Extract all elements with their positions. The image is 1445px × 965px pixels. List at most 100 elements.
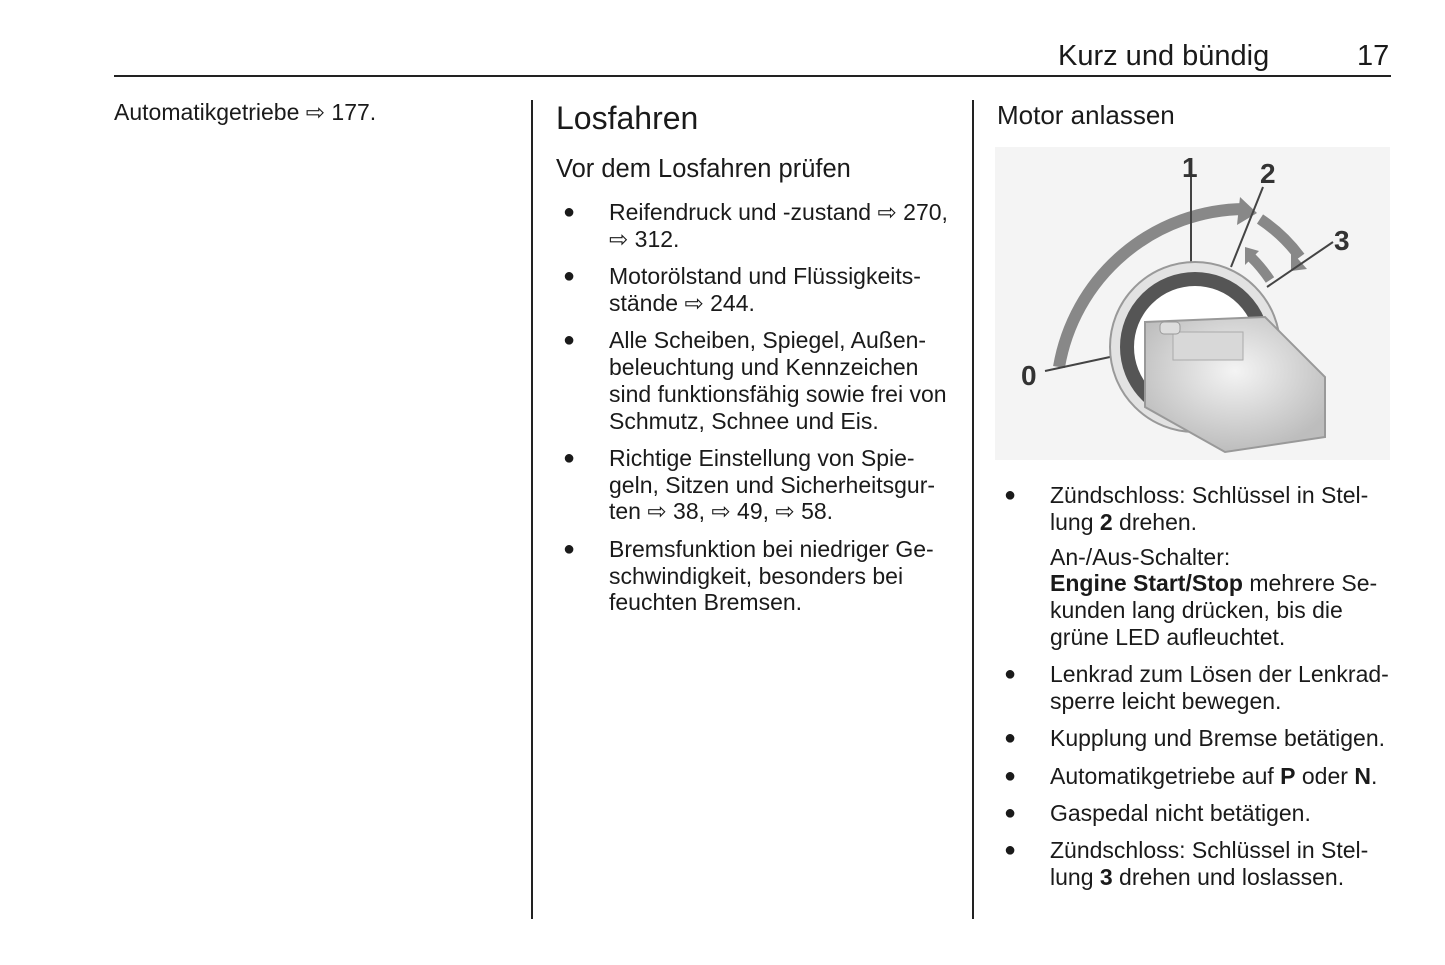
bullet-icon: ● <box>563 201 576 223</box>
text-segment: grüne LED aufleuchtet. <box>1050 623 1286 650</box>
emphasized-text: 2 <box>1099 508 1113 535</box>
page-number: 17 <box>1357 40 1390 72</box>
text-segment: drehen. <box>1112 508 1198 535</box>
text-segment: Motorölstand und Flüssigkeits- <box>609 263 921 290</box>
running-header-title: Kurz und bündig <box>1058 40 1270 72</box>
text-segment: ten ⇨ 38, ⇨ 49, ⇨ 58. <box>609 498 834 525</box>
text-segment: oder <box>1295 762 1355 789</box>
list-item: ● Gaspedal nicht betätigen. <box>1004 800 1389 827</box>
text-segment: Zündschloss: Schlüssel in Stel- <box>1050 837 1369 864</box>
text-line: Lenkrad zum Lösen der Lenkrad- <box>1050 661 1389 688</box>
list-item: ● Lenkrad zum Lösen der Lenkrad-sperre le… <box>1004 661 1389 715</box>
text-segment: Lenkrad zum Lösen der Lenkrad- <box>1050 661 1389 688</box>
text-line: ten ⇨ 38, ⇨ 49, ⇨ 58. <box>609 498 948 525</box>
list-item: ● Bremsfunktion bei niedriger Ge-schwindi… <box>563 536 948 616</box>
text-segment: mehrere Se- <box>1242 570 1378 597</box>
text-line: sind funktionsfähig sowie frei von <box>609 381 948 408</box>
bullet-icon: ● <box>1004 839 1017 862</box>
text-line: grüne LED aufleuchtet. <box>1050 624 1389 651</box>
text-line: lung 2 drehen. <box>1050 509 1389 536</box>
bullet-icon: ● <box>563 537 576 560</box>
text-line: lung 3 drehen und loslassen. <box>1050 864 1389 891</box>
text-segment: Alle Scheiben, Spiegel, Außen- <box>609 327 927 354</box>
text-segment: ⇨ 312. <box>609 225 680 252</box>
text-segment: Bremsfunktion bei niedriger Ge- <box>609 535 934 562</box>
position-label-0: 0 <box>1021 360 1037 391</box>
text-line: Bremsfunktion bei niedriger Ge- <box>609 536 948 563</box>
text-line: geln, Sitzen und Sicherheitsgur- <box>609 472 948 499</box>
bullet-icon: ● <box>1004 663 1017 686</box>
text-segment: sind funktionsfähig sowie frei von <box>609 380 947 407</box>
column-divider <box>531 100 533 919</box>
section-title-engine-start: Motor anlassen <box>997 100 1175 130</box>
engine-start-steps: ● Zündschloss: Schlüssel in Stel-lung 2 d… <box>1004 482 1389 901</box>
bullet-icon: ● <box>1004 801 1017 824</box>
checklist: ● Reifendruck und -zustand ⇨ 270, ⇨ 312. ● M… <box>563 199 948 627</box>
bullet-icon: ● <box>1004 484 1017 506</box>
emphasized-text: 3 <box>1099 864 1113 891</box>
section-title: Losfahren <box>556 100 699 136</box>
bullet-icon: ● <box>1004 727 1017 750</box>
text-line: Automatikgetriebe auf P oder N. <box>1050 763 1389 790</box>
text-line: Alle Scheiben, Spiegel, Außen- <box>609 327 948 354</box>
text-segment: geln, Sitzen und Sicherheitsgur- <box>609 471 936 498</box>
text-line: sperre leicht bewegen. <box>1050 688 1389 715</box>
position-label-3: 3 <box>1334 225 1350 256</box>
text-line: feuchten Bremsen. <box>609 589 948 616</box>
emphasized-text: N <box>1354 762 1371 789</box>
list-item: ● Automatikgetriebe auf P oder N. <box>1004 763 1389 790</box>
text-segment: Schmutz, Schnee und Eis. <box>609 407 879 434</box>
text-line: An-/Aus-Schalter: <box>1050 544 1389 571</box>
bullet-icon: ● <box>1004 764 1017 787</box>
text-segment: An-/Aus-Schalter: <box>1050 543 1231 570</box>
text-line: schwindigkeit, besonders bei <box>609 563 948 590</box>
text-segment: feuchten Bremsen. <box>609 589 803 616</box>
text-segment: Zündschloss: Schlüssel in Stel- <box>1050 482 1369 508</box>
text-line: Kupplung und Bremse betätigen. <box>1050 725 1389 752</box>
text-segment: drehen und loslassen. <box>1112 864 1345 891</box>
subsection-title: Vor dem Losfahren prüfen <box>556 155 851 183</box>
ignition-key-illustration: 1 2 3 0 <box>995 147 1390 460</box>
text-line: Schmutz, Schnee und Eis. <box>609 408 948 435</box>
list-item: ● Alle Scheiben, Spiegel, Außen-beleuchtu… <box>563 327 948 434</box>
text-line: Engine Start/Stop mehrere Se- <box>1050 570 1389 597</box>
text-line: stände ⇨ 244. <box>609 290 948 317</box>
emphasized-text: P <box>1280 762 1296 789</box>
list-item: ● Zündschloss: Schlüssel in Stel-lung 2 d… <box>1004 482 1389 651</box>
text-segment: stände ⇨ 244. <box>609 289 755 316</box>
list-item: ● Kupplung und Bremse betätigen. <box>1004 725 1389 752</box>
text-segment: Reifendruck und -zustand ⇨ 270, <box>609 199 948 225</box>
text-segment: beleuchtung und Kennzeichen <box>609 353 919 380</box>
text-segment: Gaspedal nicht betätigen. <box>1050 799 1311 826</box>
text-segment: . <box>1370 762 1378 789</box>
text-line: Richtige Einstellung von Spie- <box>609 445 948 472</box>
text-segment: sperre leicht bewegen. <box>1050 688 1282 715</box>
list-item: ● Zündschloss: Schlüssel in Stel-lung 3 d… <box>1004 837 1389 891</box>
text-line: Zündschloss: Schlüssel in Stel- <box>1050 837 1389 864</box>
list-item: ● Richtige Einstellung von Spie-geln, Sit… <box>563 445 948 525</box>
bullet-icon: ● <box>563 446 576 469</box>
text-segment: kunden lang drücken, bis die <box>1050 597 1343 624</box>
text-segment: Kupplung und Bremse betätigen. <box>1050 725 1386 752</box>
text-line: beleuchtung und Kennzeichen <box>609 354 948 381</box>
text-segment: schwindigkeit, besonders bei <box>609 562 904 589</box>
position-label-1: 1 <box>1182 152 1198 183</box>
text-line: kunden lang drücken, bis die <box>1050 597 1389 624</box>
text-line: Gaspedal nicht betätigen. <box>1050 800 1389 827</box>
text-line: Motorölstand und Flüssigkeits- <box>609 263 948 290</box>
emphasized-text: Engine Start/Stop <box>1050 570 1243 597</box>
column-divider <box>972 100 974 919</box>
list-item-note: An-/Aus-Schalter: Engine Start/Stop mehre… <box>1050 544 1389 651</box>
text-line: Reifendruck und -zustand ⇨ 270, <box>609 199 948 226</box>
list-item: ● Reifendruck und -zustand ⇨ 270, ⇨ 312. <box>563 199 948 253</box>
cross-reference-text: Automatikgetriebe ⇨ 177. <box>114 99 377 125</box>
text-segment: Richtige Einstellung von Spie- <box>609 444 915 471</box>
bullet-icon: ● <box>563 329 576 352</box>
text-segment: lung <box>1050 508 1100 535</box>
header-rule <box>114 75 1391 77</box>
position-label-2: 2 <box>1260 158 1276 189</box>
text-line: ⇨ 312. <box>609 226 948 253</box>
bullet-icon: ● <box>563 265 576 288</box>
text-segment: Automatikgetriebe auf <box>1050 762 1281 789</box>
list-item: ● Motorölstand und Flüssigkeits-stände ⇨ … <box>563 263 948 317</box>
